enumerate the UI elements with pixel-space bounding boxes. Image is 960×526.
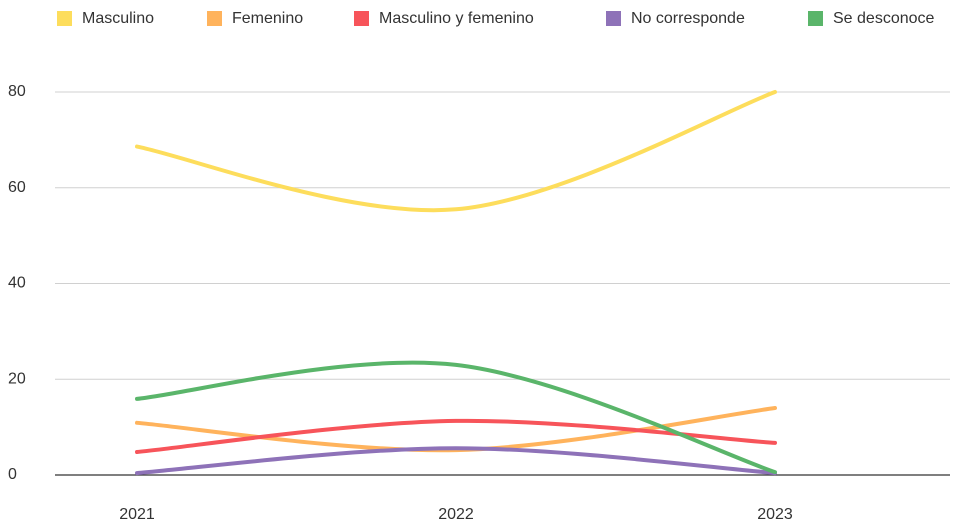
legend-swatch bbox=[207, 11, 222, 26]
y-tick-label: 80 bbox=[8, 83, 26, 100]
y-tick-label: 0 bbox=[8, 466, 17, 483]
series-line bbox=[135, 418, 777, 455]
legend-label: Femenino bbox=[232, 10, 303, 27]
y-tick-label: 60 bbox=[8, 179, 26, 196]
legend-label: Masculino y femenino bbox=[379, 10, 534, 27]
x-tick-label: 2022 bbox=[438, 506, 474, 523]
series-line bbox=[135, 90, 777, 213]
series-line bbox=[135, 446, 777, 476]
legend-label: Se desconoce bbox=[833, 10, 935, 27]
legend-label: No corresponde bbox=[631, 10, 745, 27]
x-tick-label: 2021 bbox=[119, 506, 155, 523]
legend-swatch bbox=[354, 11, 369, 26]
legend-swatch bbox=[57, 11, 72, 26]
legend-swatch bbox=[606, 11, 621, 26]
series-line bbox=[135, 405, 777, 453]
x-tick-label: 2023 bbox=[757, 506, 793, 523]
y-tick-label: 20 bbox=[8, 370, 26, 387]
legend-swatch bbox=[808, 11, 823, 26]
series-line bbox=[135, 360, 777, 475]
legend-label: Masculino bbox=[82, 10, 154, 27]
y-tick-label: 40 bbox=[8, 275, 26, 292]
